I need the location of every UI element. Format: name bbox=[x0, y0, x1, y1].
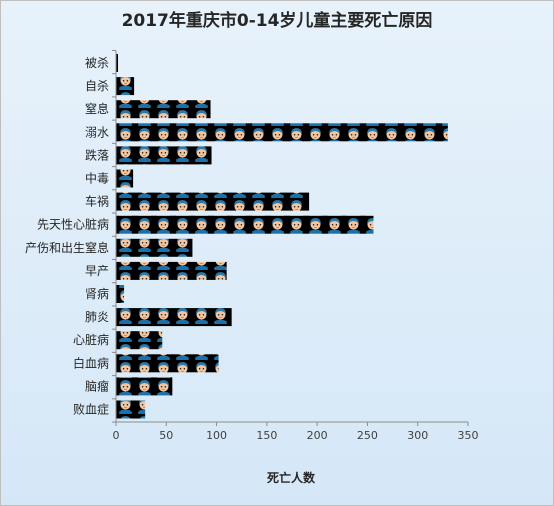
x-tick-label: 200 bbox=[307, 429, 328, 442]
category-label: 窒息 bbox=[85, 101, 109, 116]
bar-2 bbox=[116, 100, 211, 119]
category-label: 肺炎 bbox=[85, 310, 109, 324]
category-label: 脑瘤 bbox=[85, 378, 109, 393]
chart-title: 2017年重庆市0-14岁儿童主要死亡原因 bbox=[122, 10, 433, 31]
bar-4 bbox=[116, 146, 212, 165]
x-tick-label: 50 bbox=[159, 429, 173, 442]
bar-8 bbox=[116, 238, 193, 257]
bar-10 bbox=[116, 285, 125, 303]
category-label: 溺水 bbox=[85, 125, 109, 139]
bar-12 bbox=[116, 331, 163, 350]
category-label: 早产 bbox=[85, 264, 109, 278]
bar-7 bbox=[116, 215, 374, 234]
category-label: 先天性心脏病 bbox=[37, 217, 109, 232]
bar-3 bbox=[116, 123, 448, 142]
x-tick-label: 300 bbox=[407, 429, 428, 442]
category-label: 肾病 bbox=[85, 286, 109, 301]
category-label: 自杀 bbox=[85, 78, 109, 93]
x-tick-label: 250 bbox=[357, 429, 378, 442]
x-tick-label: 100 bbox=[206, 429, 227, 442]
category-label: 白血病 bbox=[73, 355, 109, 370]
category-label: 产伤和出生窒息 bbox=[25, 240, 109, 255]
bar-13 bbox=[116, 354, 219, 373]
bar-14 bbox=[116, 377, 173, 396]
bar-6 bbox=[116, 192, 310, 211]
category-label: 跌落 bbox=[85, 147, 109, 162]
x-axis-title: 死亡人数 bbox=[267, 470, 316, 485]
bar-15 bbox=[116, 400, 146, 419]
category-label: 心脏病 bbox=[73, 332, 109, 347]
category-label: 败血症 bbox=[73, 402, 109, 417]
bar-9 bbox=[116, 261, 227, 280]
x-tick-label: 0 bbox=[113, 429, 120, 442]
x-tick-label: 350 bbox=[458, 429, 479, 442]
bar-0 bbox=[116, 54, 119, 72]
category-label: 中毒 bbox=[85, 171, 109, 186]
bar-11 bbox=[116, 308, 232, 327]
bar-1 bbox=[116, 77, 135, 96]
category-label: 被杀 bbox=[85, 55, 109, 70]
bar-5 bbox=[116, 169, 134, 188]
x-tick-label: 150 bbox=[256, 429, 277, 442]
category-label: 车祸 bbox=[85, 194, 109, 209]
